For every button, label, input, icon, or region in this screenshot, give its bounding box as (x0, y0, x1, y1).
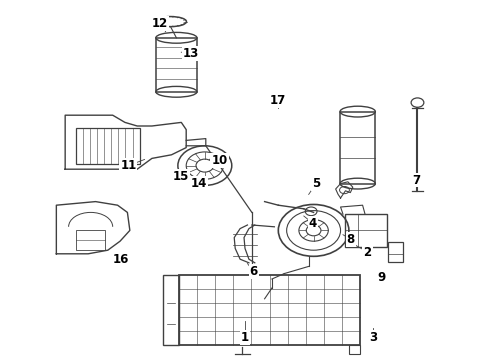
Text: 10: 10 (211, 154, 228, 167)
Bar (349, 345, 360, 354)
Bar (179, 275, 360, 345)
Text: 3: 3 (369, 331, 377, 344)
Text: 2: 2 (364, 246, 371, 258)
Text: 7: 7 (413, 174, 420, 186)
Bar (163, 275, 179, 345)
Text: 17: 17 (270, 94, 286, 107)
Bar (156, 38, 197, 92)
Text: 14: 14 (191, 177, 207, 190)
Text: 8: 8 (347, 233, 355, 246)
Bar (76, 230, 105, 250)
Text: 16: 16 (112, 253, 129, 266)
Bar (76, 128, 140, 164)
Text: 4: 4 (309, 217, 317, 230)
Bar (345, 214, 387, 247)
Text: 11: 11 (120, 159, 137, 172)
Text: 12: 12 (152, 17, 169, 30)
Text: 9: 9 (377, 271, 385, 284)
Text: 6: 6 (250, 265, 258, 278)
Bar (340, 112, 375, 184)
Text: 1: 1 (241, 331, 249, 344)
Text: 13: 13 (183, 47, 199, 60)
Bar (388, 242, 403, 262)
Text: 15: 15 (173, 170, 190, 183)
Text: 5: 5 (312, 177, 320, 190)
